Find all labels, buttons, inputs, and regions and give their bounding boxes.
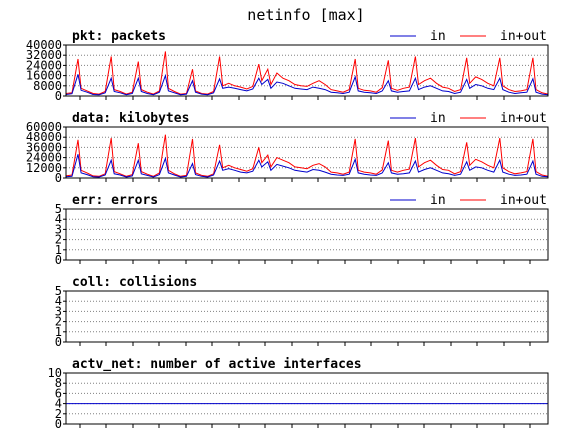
pkt-y-tick-label: 16000 <box>26 69 62 83</box>
data-y-tick-label: 24000 <box>26 151 62 165</box>
actv_net-plot-frame <box>65 372 549 425</box>
figure-title: netinfo [max] <box>247 6 364 24</box>
actv_net-panel-title: actv_net: number of active interfaces <box>72 357 362 372</box>
err-legend-label: in <box>430 193 446 208</box>
actv_net-panel: actv_net: number of active interfaces 024… <box>48 357 549 431</box>
actv_net-y-tick-label: 2 <box>55 407 62 421</box>
pkt-y-tick-label: 32000 <box>26 48 62 62</box>
coll-plot-frame <box>65 290 549 343</box>
coll-y-tick-label: 1 <box>55 325 62 339</box>
err-y-tick-label: 4 <box>55 212 62 226</box>
data-plot-frame <box>65 126 549 179</box>
pkt-series-in <box>65 73 549 96</box>
pkt-y-tick-label: 0 <box>55 89 62 103</box>
data-y-tick-label: 12000 <box>26 161 62 175</box>
actv_net-y-tick-label: 0 <box>55 417 62 431</box>
coll-y-tick-label: 0 <box>55 335 62 349</box>
err-y-tick-label: 5 <box>55 202 62 216</box>
coll-y-tick-label: 2 <box>55 315 62 329</box>
data-legend-label: in <box>430 111 446 126</box>
pkt-panel-title: pkt: packets <box>72 29 166 44</box>
data-panel: data: kilobytes 0120002400036000480006000… <box>26 111 549 185</box>
actv_net-y-tick-label: 10 <box>48 366 62 380</box>
data-series-in <box>65 154 549 178</box>
pkt-legend-label: in+out <box>500 29 547 44</box>
data-series-in-out <box>65 134 549 177</box>
coll-y-tick-label: 5 <box>55 284 62 298</box>
pkt-y-tick-label: 40000 <box>26 38 62 52</box>
data-y-tick-label: 36000 <box>26 140 62 154</box>
coll-y-tick-label: 4 <box>55 294 62 308</box>
data-legend-label: in+out <box>500 111 547 126</box>
data-y-tick-label: 0 <box>55 171 62 185</box>
err-y-tick-label: 2 <box>55 233 62 247</box>
pkt-y-tick-label: 8000 <box>33 79 62 93</box>
data-y-tick-label: 60000 <box>26 120 62 134</box>
err-plot-frame <box>65 208 549 261</box>
err-legend-label: in+out <box>500 193 547 208</box>
pkt-plot-frame <box>65 44 549 97</box>
actv_net-y-tick-label: 8 <box>55 376 62 390</box>
data-y-tick-label: 48000 <box>26 130 62 144</box>
pkt-y-tick-label: 24000 <box>26 58 62 72</box>
coll-y-tick-label: 3 <box>55 304 62 318</box>
actv_net-y-tick-label: 4 <box>55 397 62 411</box>
err-y-tick-label: 1 <box>55 243 62 257</box>
pkt-series-in-out <box>65 51 549 95</box>
pkt-legend-label: in <box>430 29 446 44</box>
err-panel-title: err: errors <box>72 193 158 208</box>
err-y-tick-label: 3 <box>55 222 62 236</box>
actv_net-y-tick-label: 6 <box>55 386 62 400</box>
err-y-tick-label: 0 <box>55 253 62 267</box>
coll-panel-title: coll: collisions <box>72 275 197 290</box>
data-panel-title: data: kilobytes <box>72 111 189 126</box>
